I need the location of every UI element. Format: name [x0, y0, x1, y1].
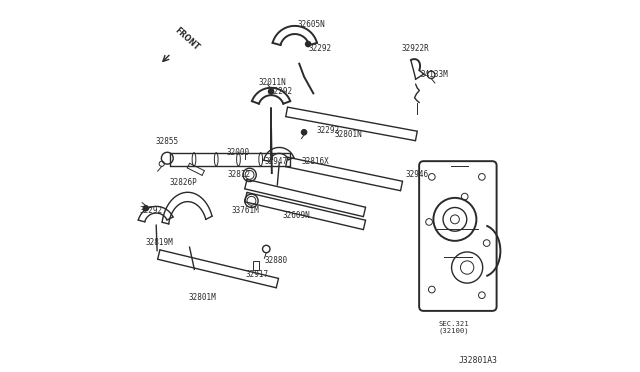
Text: 32292: 32292 — [139, 206, 163, 215]
Text: 32922R: 32922R — [401, 44, 429, 53]
Text: 32000: 32000 — [227, 148, 250, 157]
Text: 32816X: 32816X — [301, 157, 329, 166]
Text: 32917: 32917 — [246, 270, 269, 279]
Text: 32011N: 32011N — [259, 78, 287, 87]
Circle shape — [301, 130, 307, 135]
Text: 32292: 32292 — [309, 44, 332, 53]
Circle shape — [269, 89, 274, 94]
Text: 33761M: 33761M — [232, 206, 260, 215]
Text: 34133M: 34133M — [420, 70, 448, 79]
Circle shape — [305, 41, 311, 46]
Circle shape — [143, 206, 148, 211]
Text: 32880: 32880 — [264, 256, 287, 265]
Text: 32605N: 32605N — [297, 20, 324, 29]
Text: 32946: 32946 — [405, 170, 428, 179]
Text: 32819M: 32819M — [146, 238, 173, 247]
Text: 32855: 32855 — [155, 137, 178, 146]
Text: 32826P: 32826P — [170, 178, 198, 187]
Text: 32801N: 32801N — [335, 129, 363, 139]
Text: 32292: 32292 — [316, 126, 339, 135]
Text: J32801A3: J32801A3 — [459, 356, 498, 365]
Text: 32947: 32947 — [264, 157, 287, 166]
Text: FRONT: FRONT — [173, 25, 200, 52]
Bar — [253, 261, 259, 270]
Text: 32801M: 32801M — [188, 294, 216, 302]
Text: 32812: 32812 — [227, 170, 250, 179]
Text: 32292: 32292 — [270, 87, 293, 96]
Text: SEC.321
(32100): SEC.321 (32100) — [438, 321, 468, 334]
Text: 32609N: 32609N — [283, 211, 310, 220]
